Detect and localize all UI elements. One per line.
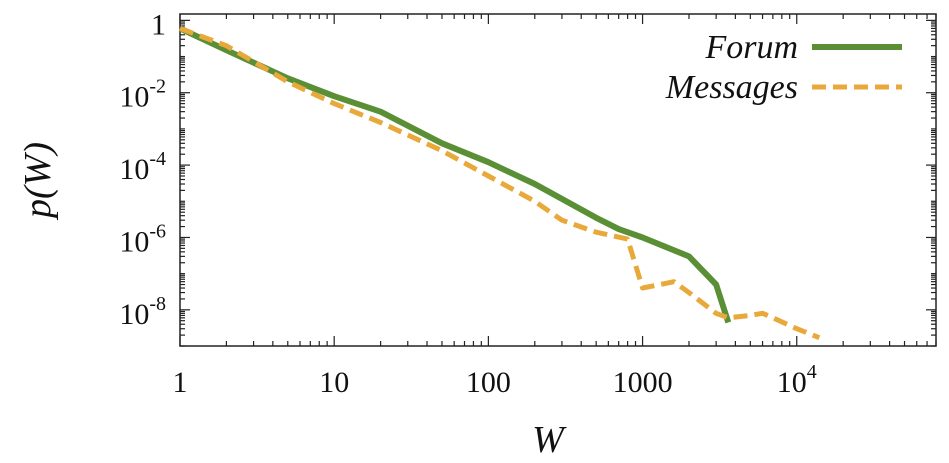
x-tick-label-base: 100: [466, 366, 511, 399]
plot-frame-group: [179, 13, 937, 347]
y-tick-label-base: 10: [119, 298, 149, 331]
y-tick-label: 10-4: [119, 148, 166, 186]
series-line-forum: [178, 25, 732, 324]
y-tick-label-exponent: -2: [149, 76, 166, 98]
y-tick-label-base: 1: [151, 8, 166, 41]
y-tick-label: 1: [151, 8, 166, 41]
legend-label-messages: Messages: [665, 69, 798, 106]
y-tick-label: 10-8: [119, 293, 166, 331]
y-axis-label: p(W): [17, 142, 59, 221]
x-tick-label: 1: [173, 366, 188, 399]
y-axis-label-group: p(W): [17, 142, 59, 221]
x-tick-label: 10: [319, 366, 349, 399]
y-tick-label: 10-2: [119, 76, 166, 114]
series-line-messages: [179, 26, 821, 341]
y-tick-label-exponent: -4: [149, 148, 166, 170]
legend-label-forum: Forum: [704, 29, 798, 66]
x-tick-label: 1000: [613, 366, 673, 399]
x-tick-label: 100: [466, 366, 511, 399]
x-tick-label-exponent: 4: [807, 361, 817, 383]
y-tick-label-exponent: -6: [149, 220, 166, 242]
x-tick-label-base: 10: [319, 366, 349, 399]
x-ticks-group: 1 10 100 1000 104: [173, 14, 937, 399]
y-tick-label-base: 10: [119, 153, 149, 186]
y-tick-label-exponent: -8: [149, 293, 166, 315]
y-ticks-group: 110-210-410-610-8: [119, 8, 936, 347]
y-tick-label-base: 10: [119, 81, 149, 114]
x-tick-label: 104: [777, 361, 817, 399]
x-tick-label-base: 10: [777, 366, 807, 399]
plot-frame: [179, 13, 937, 347]
x-tick-label-base: 1000: [613, 366, 673, 399]
series-group: [178, 25, 821, 341]
y-tick-label-base: 10: [119, 225, 149, 258]
y-tick-label: 10-6: [119, 220, 166, 258]
x-tick-label-base: 1: [173, 366, 188, 399]
x-axis-label: W: [532, 419, 567, 461]
